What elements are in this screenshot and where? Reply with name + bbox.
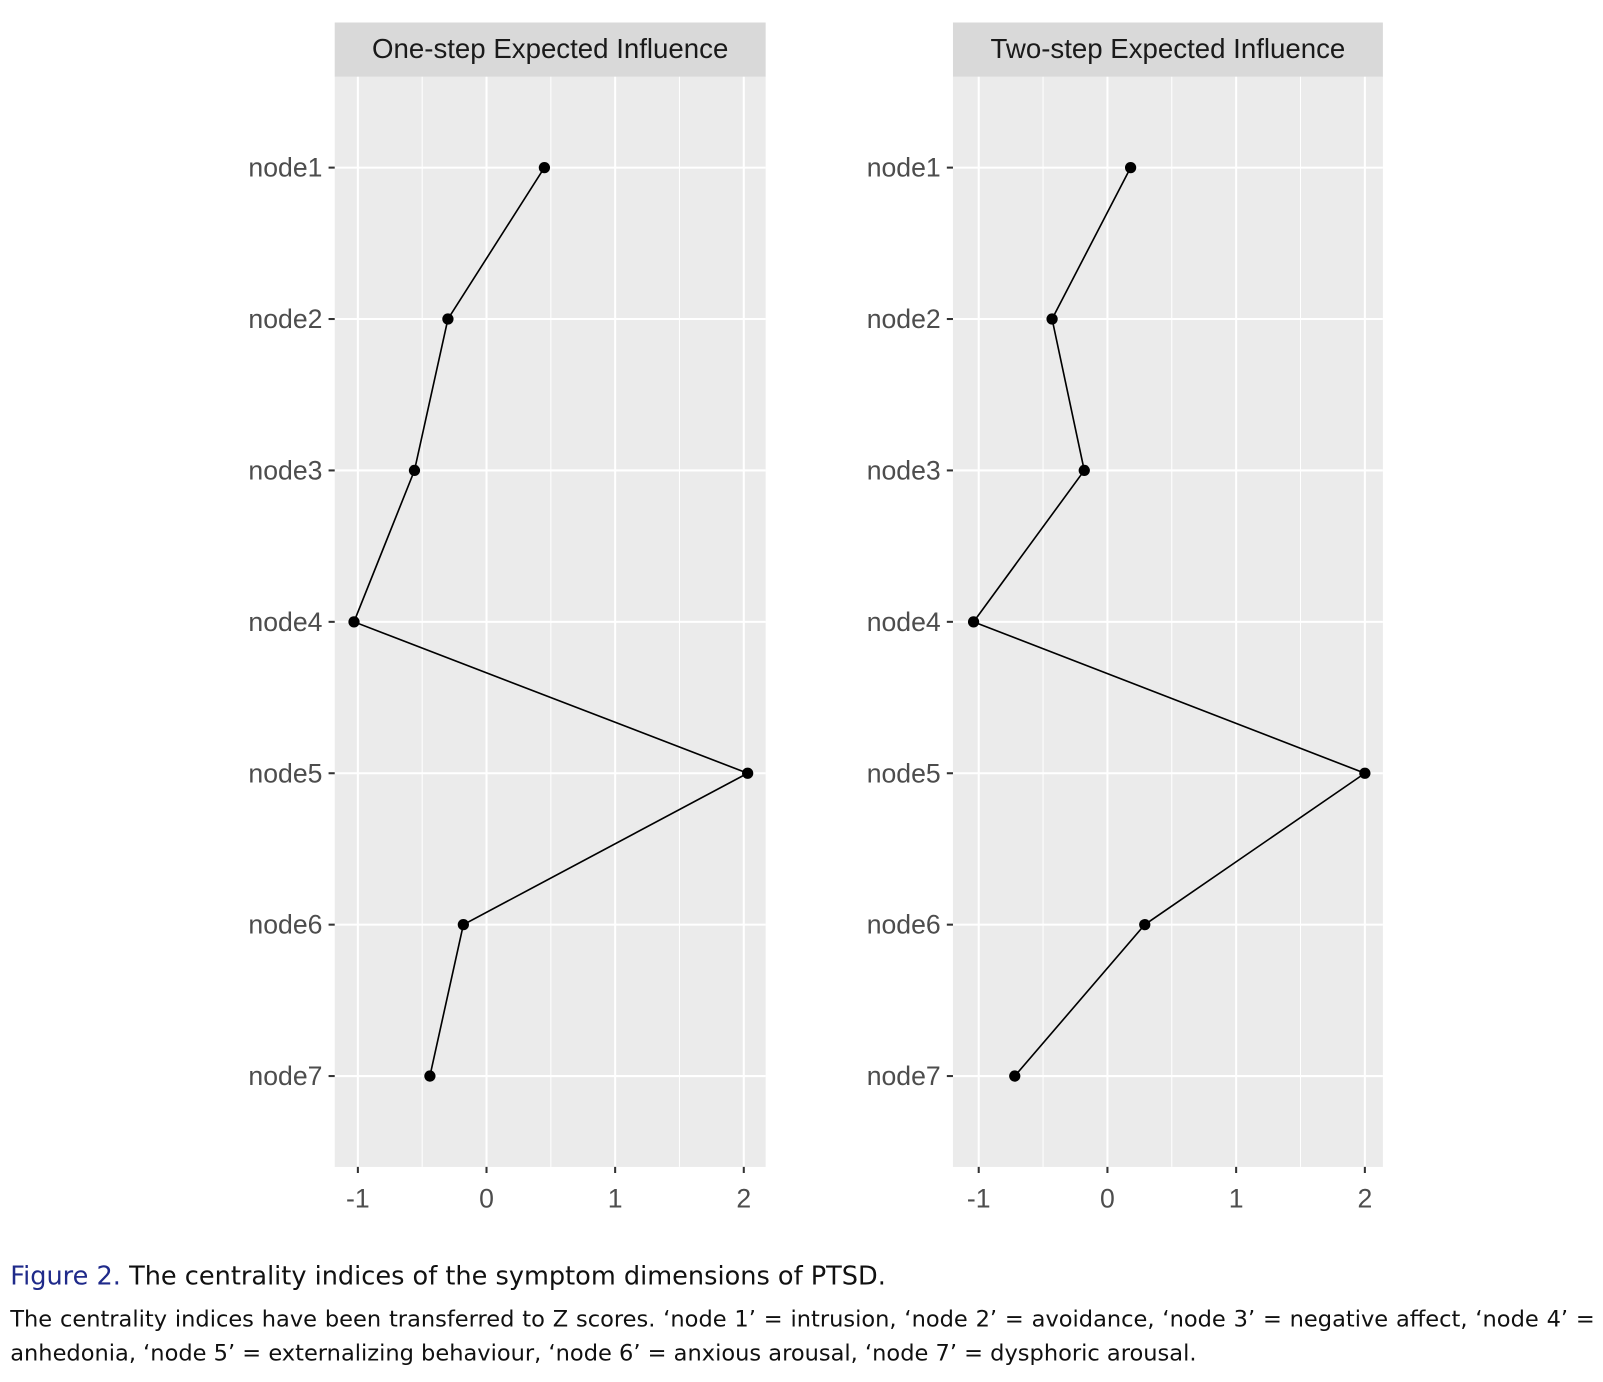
point: [1359, 767, 1371, 779]
caption: Figure 2. The centrality indices of the …: [10, 1261, 1595, 1371]
point: [424, 1070, 436, 1082]
y-tick-label: node2: [867, 304, 941, 334]
x-tick-label: 1: [1229, 1184, 1244, 1214]
y-tick-label: node5: [867, 758, 941, 788]
point: [1046, 313, 1058, 325]
strip: [334, 22, 766, 77]
y-tick-label: node4: [867, 607, 941, 637]
x-tick-label: 0: [479, 1184, 494, 1214]
point: [442, 313, 454, 325]
x-tick-label: 2: [1357, 1184, 1372, 1214]
caption-note: The centrality indices have been transfe…: [10, 1307, 1595, 1367]
y-tick-label: node5: [248, 758, 322, 788]
panel-title: Two-step Expected Influence: [991, 33, 1346, 64]
figure-label: Figure 2.: [10, 1261, 121, 1291]
y-tick-label: node3: [867, 456, 941, 486]
y-tick-label: node7: [248, 1061, 322, 1091]
y-tick-label: node3: [248, 456, 322, 486]
point: [742, 767, 754, 779]
x-tick-label: -1: [346, 1184, 370, 1214]
point: [967, 616, 980, 628]
y-tick-label: node1: [248, 153, 322, 183]
y-tick-label: node2: [248, 304, 322, 334]
caption-title: The centrality indices of the symptom di…: [129, 1261, 886, 1291]
x-tick-label: 2: [736, 1184, 751, 1214]
point: [1124, 161, 1137, 174]
strip: [952, 22, 1383, 77]
y-tick-label: node6: [248, 910, 322, 940]
point: [538, 161, 551, 174]
point: [408, 464, 421, 477]
x-tick-label: 1: [608, 1184, 623, 1214]
chart: One-step Expected Influence -1 0 1 2 node1 nod…: [248, 22, 1383, 1214]
point: [348, 616, 360, 628]
panel-title: One-step Expected Influence: [372, 33, 728, 64]
y-tick-label: node7: [867, 1061, 941, 1091]
caption-heading: Figure 2. The centrality indices of the …: [10, 1261, 1595, 1291]
x-tick-label: -1: [967, 1184, 991, 1214]
y-tick-label: node1: [867, 153, 941, 183]
point: [1139, 919, 1151, 931]
point: [457, 919, 469, 931]
point: [1078, 464, 1090, 477]
point: [1009, 1070, 1021, 1082]
x-tick-label: 0: [1100, 1184, 1115, 1214]
y-tick-label: node6: [867, 910, 941, 940]
y-tick-label: node4: [248, 607, 322, 637]
